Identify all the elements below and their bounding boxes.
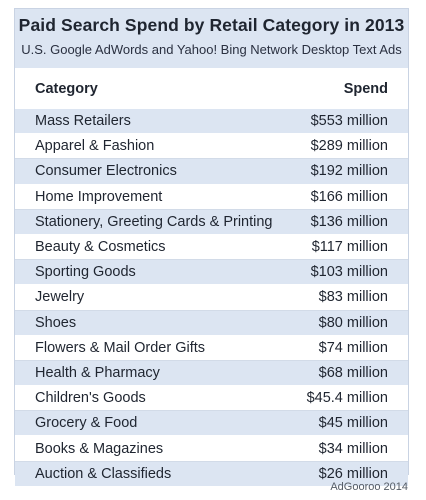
spend-cell: $289 million: [310, 138, 388, 155]
source-credit: AdGooroo 2014: [330, 481, 408, 493]
table-row: Flowers & Mail Order Gifts $74 million: [15, 335, 408, 361]
category-cell: Auction & Classifieds: [35, 465, 172, 482]
spend-cell: $136 million: [310, 213, 388, 230]
spend-cell: $80 million: [318, 314, 388, 331]
table-row: Home Improvement $166 million: [15, 184, 408, 210]
spend-cell: $74 million: [318, 339, 388, 356]
table-row: Shoes $80 million: [15, 310, 408, 336]
category-cell: Shoes: [35, 314, 77, 331]
spend-cell: $83 million: [318, 289, 388, 306]
category-cell: Beauty & Cosmetics: [35, 239, 166, 256]
category-cell: Children's Goods: [35, 390, 146, 407]
spend-cell: $103 million: [310, 264, 388, 281]
column-header-category: Category: [35, 80, 98, 97]
table-frame: Paid Search Spend by Retail Category in …: [14, 8, 409, 487]
table-row: Mass Retailers $553 million: [15, 109, 408, 135]
category-cell: Mass Retailers: [35, 113, 131, 130]
category-cell: Jewelry: [35, 289, 85, 306]
category-cell: Books & Magazines: [35, 440, 164, 457]
table-row: Health & Pharmacy $68 million: [15, 360, 408, 387]
spend-cell: $34 million: [318, 440, 388, 457]
category-cell: Health & Pharmacy: [35, 364, 160, 381]
spend-cell: $45 million: [318, 415, 388, 432]
table-header: Paid Search Spend by Retail Category in …: [15, 9, 408, 68]
spend-cell: $192 million: [310, 163, 388, 180]
spend-cell: $117 million: [311, 239, 388, 256]
category-cell: Grocery & Food: [35, 415, 138, 432]
table-row: Consumer Electronics $192 million: [15, 159, 408, 185]
category-cell: Flowers & Mail Order Gifts: [35, 339, 205, 356]
table-row: Apparel & Fashion $289 million: [15, 134, 408, 160]
column-header-spend: Spend: [343, 80, 388, 97]
spend-cell: $45.4 million: [306, 390, 388, 407]
category-cell: Home Improvement: [35, 188, 163, 205]
category-cell: Stationery, Greeting Cards & Printing: [35, 213, 273, 230]
table-row: Beauty & Cosmetics $117 million: [15, 234, 408, 261]
table-row: Auction & Classifieds $26 million: [15, 461, 408, 487]
column-header-row: Category Spend: [15, 68, 408, 109]
category-cell: Apparel & Fashion: [35, 138, 155, 155]
table-row: Grocery & Food $45 million: [15, 411, 408, 437]
table-title: Paid Search Spend by Retail Category in …: [18, 15, 405, 35]
category-cell: Consumer Electronics: [35, 163, 177, 180]
table-row: Jewelry $83 million: [15, 285, 408, 311]
table-row: Sporting Goods $103 million: [15, 260, 408, 286]
table-subtitle: U.S. Google AdWords and Yahoo! Bing Netw…: [21, 42, 402, 57]
category-cell: Sporting Goods: [35, 264, 136, 281]
spend-cell: $166 million: [310, 188, 388, 205]
table-body: Mass Retailers $553 million Apparel & Fash…: [15, 109, 408, 487]
spend-cell: $26 million: [318, 465, 388, 482]
spend-cell: $68 million: [318, 364, 388, 381]
table-row: Stationery, Greeting Cards & Printing $13…: [15, 209, 408, 235]
table-row: Books & Magazines $34 million: [15, 436, 408, 462]
spend-cell: $553 million: [310, 113, 388, 130]
table-row: Children's Goods $45.4 million: [15, 386, 408, 412]
